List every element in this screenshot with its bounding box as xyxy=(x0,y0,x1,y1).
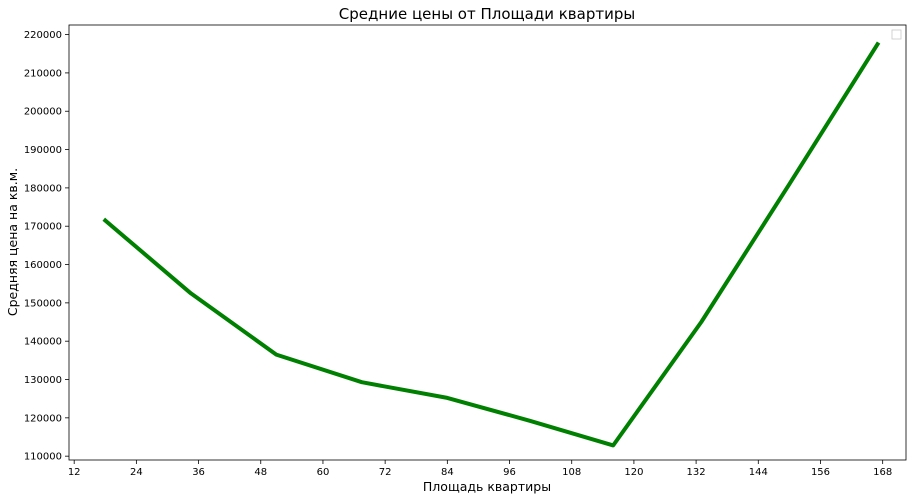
x-tick-label: 24 xyxy=(130,467,143,478)
x-tick-label: 108 xyxy=(562,467,581,478)
x-tick-label: 120 xyxy=(624,467,643,478)
y-tick-label: 220000 xyxy=(24,30,62,41)
y-tick-label: 170000 xyxy=(24,222,62,233)
chart-title: Средние цены от Площади квартиры xyxy=(339,5,635,23)
y-tick-label: 140000 xyxy=(24,337,62,348)
x-axis-title: Площадь квартиры xyxy=(423,479,551,494)
y-tick-label: 120000 xyxy=(24,413,62,424)
x-tick-label: 168 xyxy=(873,467,892,478)
y-tick-label: 150000 xyxy=(24,298,62,309)
x-tick-label: 144 xyxy=(749,467,768,478)
series-line xyxy=(102,41,881,448)
axis-ticks: 12 24 36 48 60 72 84 96 108 120 132 144 156 168 110000… xyxy=(24,30,892,478)
y-tick-label: 210000 xyxy=(24,68,62,79)
y-tick-label: 200000 xyxy=(24,107,62,118)
plot-frame xyxy=(68,24,907,461)
x-tick-label: 60 xyxy=(317,467,330,478)
plot-area xyxy=(102,41,881,448)
y-axis-title: Средняя цена на кв.м. xyxy=(5,168,20,316)
legend-box xyxy=(891,29,902,40)
y-tick-label: 130000 xyxy=(24,375,62,386)
x-tick-label: 36 xyxy=(192,467,205,478)
x-tick-label: 156 xyxy=(811,467,830,478)
y-tick-label: 160000 xyxy=(24,260,62,271)
x-tick-label: 48 xyxy=(254,467,267,478)
x-tick-label: 132 xyxy=(687,467,706,478)
x-tick-label: 84 xyxy=(441,467,454,478)
x-tick-label: 96 xyxy=(503,467,516,478)
y-tick-label: 180000 xyxy=(24,183,62,194)
x-tick-label: 12 xyxy=(68,467,81,478)
x-tick-label: 72 xyxy=(379,467,392,478)
y-tick-label: 110000 xyxy=(24,452,62,463)
y-tick-label: 190000 xyxy=(24,145,62,156)
